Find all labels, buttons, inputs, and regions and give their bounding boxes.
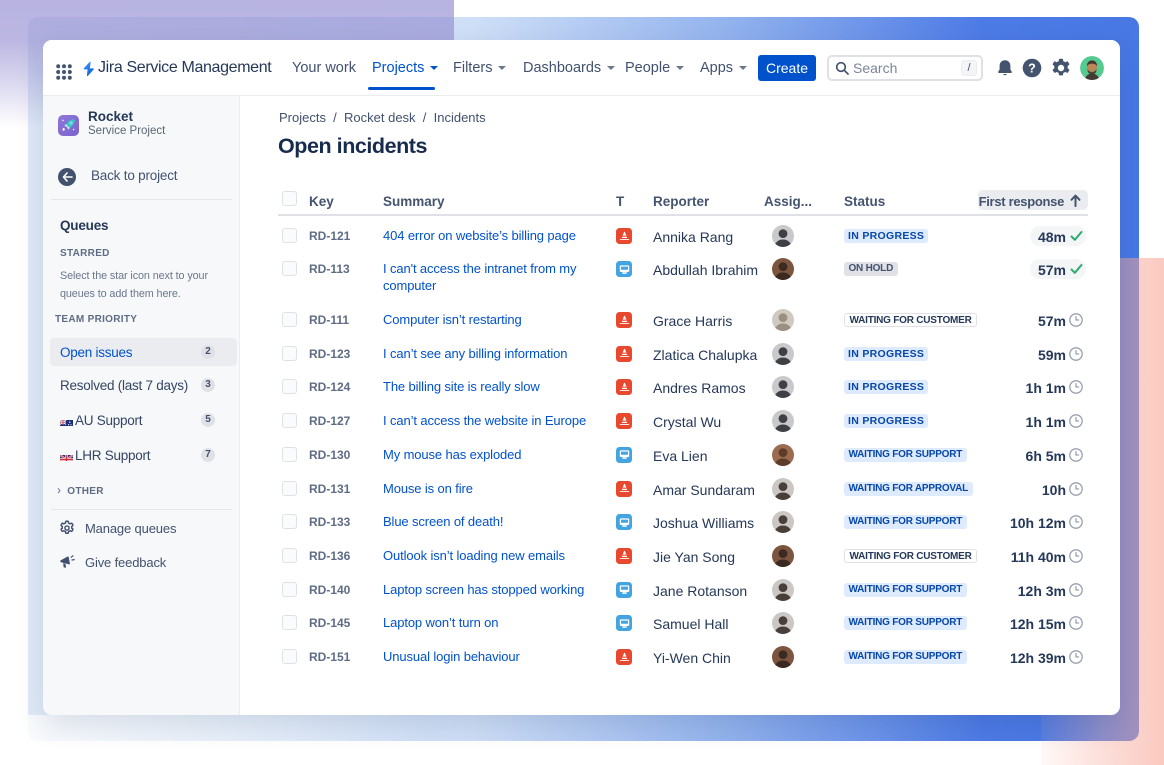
svg-text:?: ? — [1028, 61, 1036, 75]
